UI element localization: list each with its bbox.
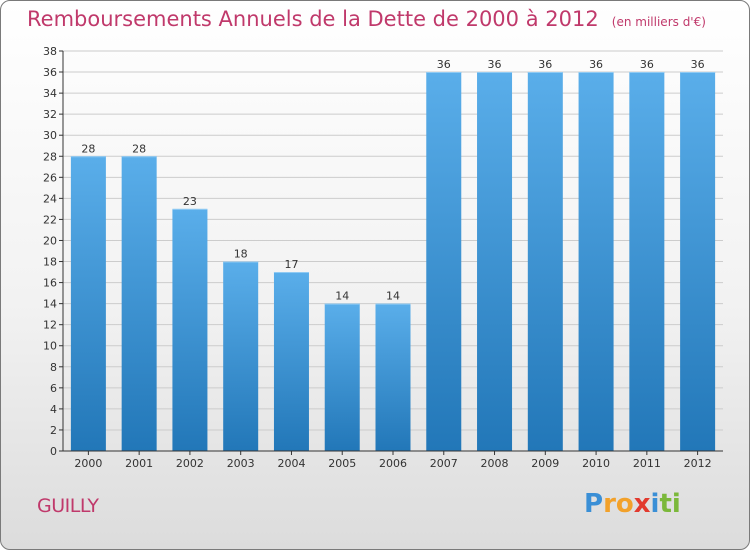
data-label-2007: 36 xyxy=(437,58,451,71)
data-label-2002: 23 xyxy=(183,195,197,208)
data-label-2005: 14 xyxy=(335,290,349,303)
data-label-2008: 36 xyxy=(488,58,502,71)
x-tick-label-2002: 2002 xyxy=(176,457,204,470)
y-tick-label: 34 xyxy=(43,87,57,100)
y-tick-label: 2 xyxy=(50,424,57,437)
x-tick-label-2009: 2009 xyxy=(531,457,559,470)
y-tick-label: 28 xyxy=(43,150,57,163)
x-tick-label-2004: 2004 xyxy=(277,457,305,470)
x-tick-label-2005: 2005 xyxy=(328,457,356,470)
y-tick-label: 6 xyxy=(50,382,57,395)
bar-2003 xyxy=(223,261,259,451)
bar-2002 xyxy=(172,208,208,451)
data-label-2001: 28 xyxy=(132,142,146,155)
bar-2000 xyxy=(70,156,106,451)
x-tick-label-2007: 2007 xyxy=(430,457,458,470)
y-tick-label: 16 xyxy=(43,277,57,290)
y-tick-label: 20 xyxy=(43,234,57,247)
y-tick-label: 32 xyxy=(43,108,57,121)
x-tick-label-2010: 2010 xyxy=(582,457,610,470)
y-tick-label: 4 xyxy=(50,403,57,416)
x-tick-label-2012: 2012 xyxy=(684,457,712,470)
chart-title: Remboursements Annuels de la Dette de 20… xyxy=(27,7,599,31)
y-tick-label: 22 xyxy=(43,213,57,226)
proxiti-logo: Proxiti xyxy=(584,489,681,519)
y-tick-label: 30 xyxy=(43,129,57,142)
x-tick-label-2006: 2006 xyxy=(379,457,407,470)
bar-2007 xyxy=(426,72,462,451)
logo-letter: x xyxy=(633,489,651,519)
y-tick-label: 36 xyxy=(43,66,57,79)
bar-2011 xyxy=(629,72,665,451)
y-tick-label: 8 xyxy=(50,361,57,374)
bar-2008 xyxy=(477,72,513,451)
bar-2009 xyxy=(527,72,563,451)
logo-letter: P xyxy=(584,489,604,519)
logo-letter: i xyxy=(650,489,660,519)
x-tick-label-2000: 2000 xyxy=(74,457,102,470)
y-tick-label: 12 xyxy=(43,319,57,332)
data-label-2009: 36 xyxy=(538,58,552,71)
data-label-2004: 17 xyxy=(284,258,298,271)
title-row: Remboursements Annuels de la Dette de 20… xyxy=(27,7,706,31)
bar-2012 xyxy=(680,72,716,451)
y-tick-label: 10 xyxy=(43,340,57,353)
bar-2005 xyxy=(324,303,360,451)
x-tick-label-2008: 2008 xyxy=(481,457,509,470)
commune-name: GUILLY xyxy=(37,495,99,517)
data-label-2000: 28 xyxy=(81,142,95,155)
y-tick-label: 38 xyxy=(43,45,57,58)
x-tick-label-2003: 2003 xyxy=(227,457,255,470)
y-tick-label: 14 xyxy=(43,298,57,311)
data-label-2010: 36 xyxy=(589,58,603,71)
bar-2004 xyxy=(273,272,309,451)
logo-letter: t xyxy=(659,489,672,519)
bar-2006 xyxy=(375,303,411,451)
logo-letter: o xyxy=(615,489,634,519)
logo-letter: r xyxy=(603,489,616,519)
x-tick-label-2011: 2011 xyxy=(633,457,661,470)
x-tick-label-2001: 2001 xyxy=(125,457,153,470)
data-label-2011: 36 xyxy=(640,58,654,71)
bar-2001 xyxy=(121,156,157,451)
data-label-2012: 36 xyxy=(691,58,705,71)
y-tick-label: 26 xyxy=(43,171,57,184)
data-label-2003: 18 xyxy=(234,248,248,261)
y-tick-label: 18 xyxy=(43,256,57,269)
logo-letter: i xyxy=(671,489,681,519)
chart-subtitle: (en milliers d'€) xyxy=(611,15,706,29)
data-label-2006: 14 xyxy=(386,290,400,303)
y-tick-label: 24 xyxy=(43,192,57,205)
y-tick-label: 0 xyxy=(50,445,57,458)
bar-2010 xyxy=(578,72,614,451)
